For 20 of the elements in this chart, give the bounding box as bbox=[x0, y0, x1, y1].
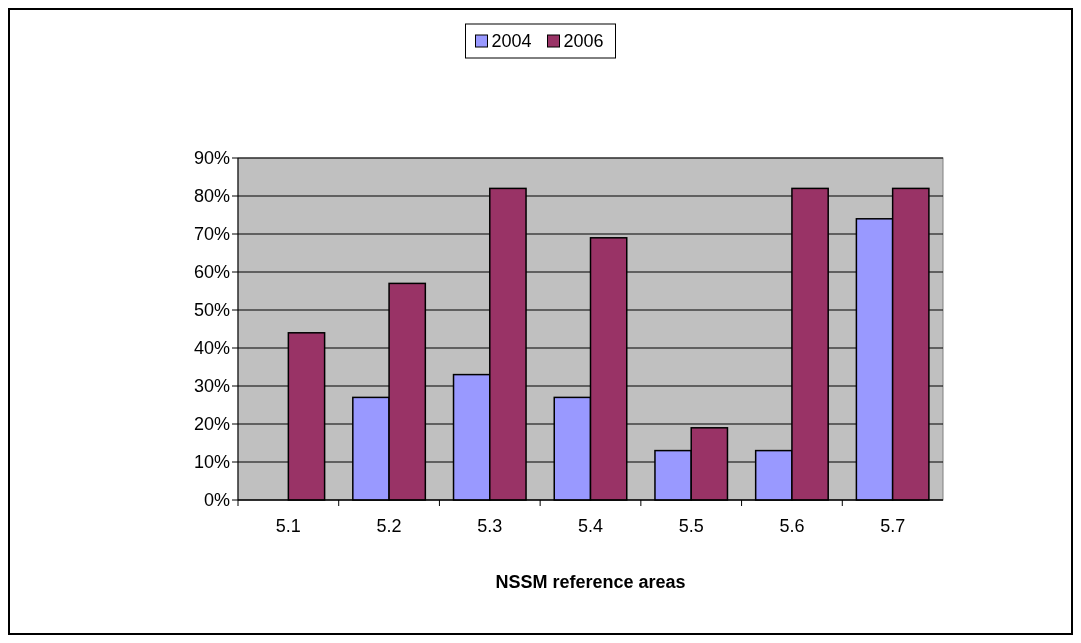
y-tick-label: 30% bbox=[193, 376, 230, 397]
y-tick-label: 20% bbox=[193, 414, 230, 435]
y-tick-label: 10% bbox=[193, 452, 230, 473]
y-tick-label: 50% bbox=[193, 300, 230, 321]
legend-label: 2006 bbox=[563, 31, 604, 52]
x-tick-label: 5.6 bbox=[779, 516, 805, 536]
x-tick-label: 5.1 bbox=[275, 516, 301, 536]
x-tick-label: 5.3 bbox=[477, 516, 503, 536]
x-tick-label: 5.7 bbox=[880, 516, 906, 536]
x-tick-label: 5.5 bbox=[678, 516, 704, 536]
x-axis-title: NSSM reference areas bbox=[495, 572, 686, 592]
y-tick-label: 40% bbox=[193, 338, 230, 359]
y-tick-label: 80% bbox=[193, 186, 230, 207]
y-tick-label: 90% bbox=[193, 148, 230, 169]
x-tick-label: 5.2 bbox=[376, 516, 402, 536]
y-tick-label: 0% bbox=[203, 490, 230, 511]
y-tick-label: 70% bbox=[193, 224, 230, 245]
legend-label: 2004 bbox=[491, 31, 532, 52]
y-tick-label: 60% bbox=[193, 262, 230, 283]
x-tick-label: 5.4 bbox=[577, 516, 604, 536]
